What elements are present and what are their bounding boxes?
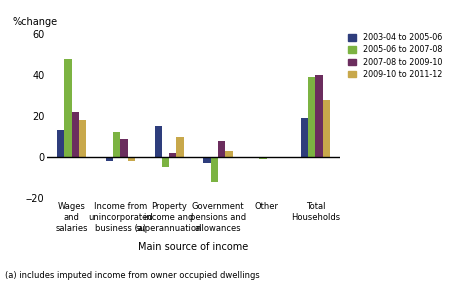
Bar [154,126,162,157]
Bar [225,151,233,157]
Bar [162,157,169,167]
Legend: 2003-04 to 2005-06, 2005-06 to 2007-08, 2007-08 to 2009-10, 2009-10 to 2011-12: 2003-04 to 2005-06, 2005-06 to 2007-08, … [346,31,445,81]
X-axis label: Main source of income: Main source of income [138,242,249,252]
Bar [308,77,315,157]
Bar [211,157,218,182]
Bar [113,132,120,157]
Bar [64,59,72,157]
Bar [57,130,64,157]
Bar [260,157,267,159]
Bar [120,139,127,157]
Bar [203,157,211,163]
Bar [72,112,79,157]
Bar [301,118,308,157]
Bar [169,153,177,157]
Bar [323,100,330,157]
Bar [315,75,323,157]
Text: (a) includes imputed income from owner occupied dwellings: (a) includes imputed income from owner o… [5,271,260,280]
Text: %change: %change [12,17,57,27]
Bar [177,137,184,157]
Bar [218,141,225,157]
Bar [106,157,113,161]
Bar [79,120,86,157]
Bar [127,157,135,161]
